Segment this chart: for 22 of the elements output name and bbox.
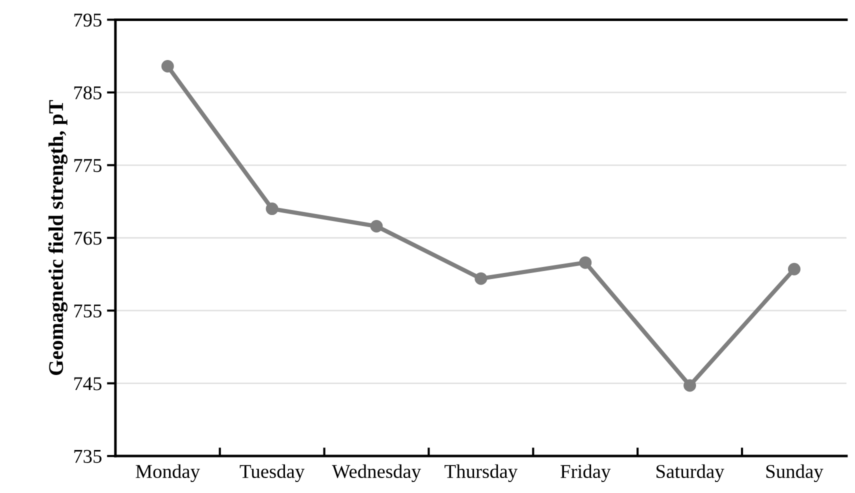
x-tick-label: Sunday (766, 464, 824, 482)
y-tick-label: 785 (74, 86, 102, 100)
y-tick-label: 765 (74, 232, 102, 245)
point (579, 256, 592, 269)
x-tick-label: Thursday (444, 464, 518, 482)
y-tick-label: 735 (74, 450, 102, 463)
y-tick-label: 755 (74, 304, 102, 318)
x-tick-label: Friday (560, 464, 611, 482)
y-tick-label: 745 (74, 377, 102, 390)
x-tick-label: Wednesday (332, 464, 421, 482)
point (474, 272, 488, 285)
point (370, 220, 383, 232)
y-tick-label: 795 (74, 14, 102, 27)
point (161, 60, 174, 73)
point (788, 262, 800, 276)
point (266, 202, 278, 216)
point (684, 379, 696, 392)
x-tick-label: Tuesday (240, 464, 305, 482)
y-tick-label: 775 (74, 159, 102, 172)
y-axis-title: Geomagnetic field strength, pT (48, 100, 68, 375)
x-tick-label: Saturday (656, 464, 724, 482)
x-tick-label: Monday (136, 464, 200, 482)
